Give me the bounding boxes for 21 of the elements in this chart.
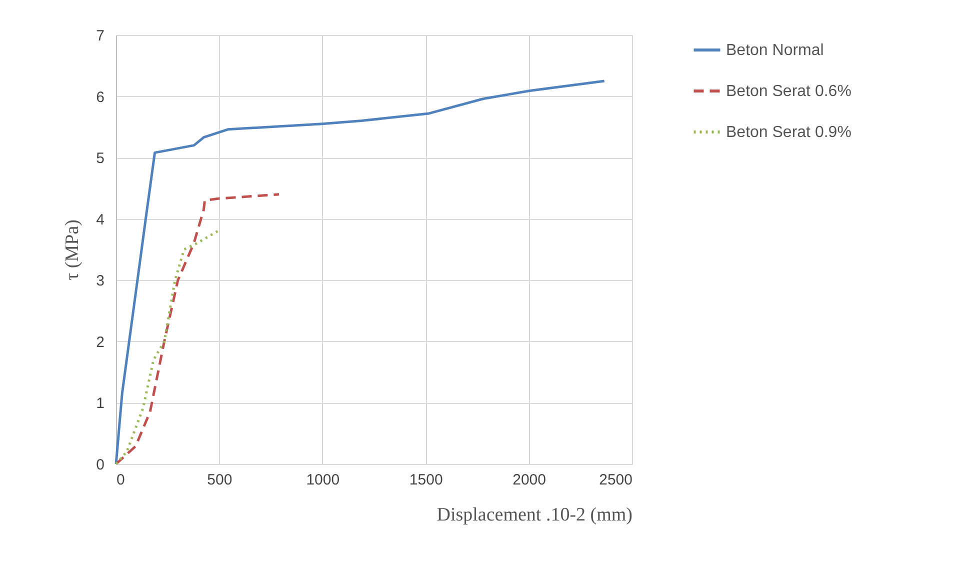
legend-label: Beton Normal — [726, 42, 824, 59]
y-axis-title: τ (MPa) — [62, 220, 84, 280]
y-tick-label: 5 — [96, 150, 104, 168]
legend-label: Beton Serat 0.6% — [726, 83, 852, 100]
y-tick-label: 2 — [96, 334, 104, 351]
y-tick-label: 6 — [96, 88, 104, 106]
y-tick-label: 1 — [96, 395, 104, 412]
line-series — [114, 193, 280, 466]
y-tick-label: 7 — [96, 28, 104, 44]
y-tick-label: 4 — [96, 211, 104, 228]
x-tick-label: 1000 — [306, 472, 340, 488]
line-series — [114, 80, 606, 466]
x-tick-label: 1500 — [409, 472, 443, 488]
y-tick-label: 3 — [96, 272, 104, 290]
legend-label: Beton Serat 0.9% — [726, 124, 852, 141]
x-tick-label: 2500 — [599, 472, 632, 488]
x-tick-label: 2000 — [512, 472, 546, 488]
x-tick-label: 500 — [207, 472, 232, 488]
y-tick-label: 0 — [96, 456, 104, 474]
x-tick-label: 0 — [116, 472, 125, 488]
x-axis-title: Displacement .10-2 (mm) — [436, 504, 632, 526]
